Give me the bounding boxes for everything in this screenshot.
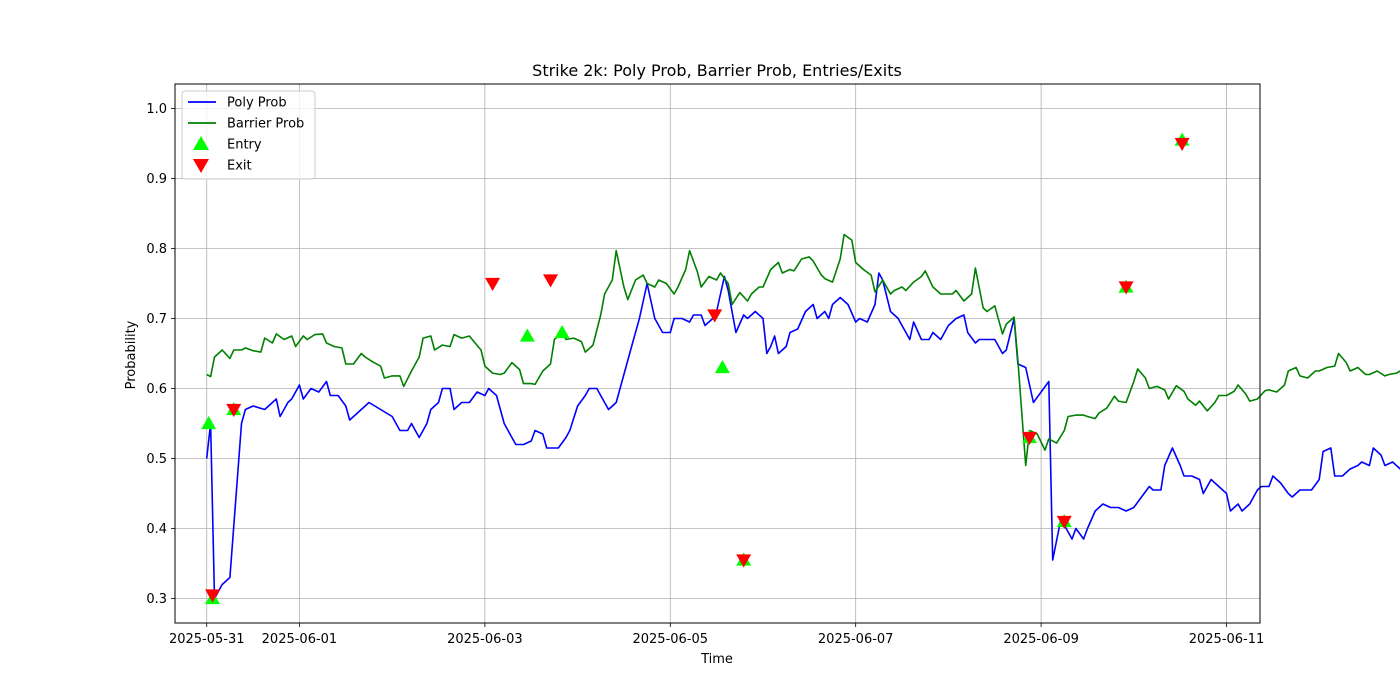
legend-exit-swatch (193, 159, 209, 173)
exit-marker (707, 309, 723, 323)
x-tick-label: 2025-05-31 (169, 632, 245, 647)
entry-marker (519, 328, 535, 342)
legend-exit-label: Exit (227, 159, 252, 174)
y-tick-label: 0.3 (146, 592, 167, 607)
x-tick-label: 2025-06-05 (632, 632, 708, 647)
legend: Poly Prob Barrier Prob Entry Exit (181, 90, 316, 180)
y-axis-label: Probability (124, 320, 139, 389)
x-tick-label: 2025-06-09 (1003, 632, 1079, 647)
entry-marker (201, 416, 217, 430)
chart-title: Strike 2k: Poly Prob, Barrier Prob, Entr… (532, 61, 902, 80)
exit-marker (736, 554, 752, 568)
legend-barrier-prob-label: Barrier Prob (227, 117, 304, 132)
x-axis-label: Time (700, 652, 733, 667)
exit-marker (205, 589, 221, 603)
poly-prob-line (205, 272, 1400, 600)
exit-marker (1174, 137, 1190, 151)
x-axis: 2025-05-31 2025-06-01 2025-06-03 2025-06-05… (169, 623, 1264, 647)
exit-marker (1056, 515, 1072, 529)
x-tick-label: 2025-06-01 (262, 632, 338, 647)
y-axis: 0.3 0.4 0.5 0.6 0.7 0.8 0.9 1.0 (146, 102, 175, 607)
y-tick-label: 0.6 (146, 382, 167, 397)
legend-box (181, 90, 316, 180)
barrier-prob-line (206, 233, 1400, 467)
legend-entry-swatch (193, 136, 209, 150)
x-tick-label: 2025-06-11 (1189, 632, 1265, 647)
plot-area-frame (174, 83, 1261, 624)
legend-poly-prob-label: Poly Prob (227, 96, 287, 111)
y-tick-label: 0.4 (146, 522, 167, 537)
exit-marker (543, 274, 559, 288)
grid-layer (175, 84, 1260, 623)
legend-entry-label: Entry (227, 138, 262, 153)
series-layer (205, 233, 1400, 600)
entry-marker (554, 325, 570, 339)
y-tick-label: 0.8 (146, 242, 167, 257)
exit-marker (1022, 431, 1038, 445)
y-tick-label: 1.0 (146, 102, 167, 117)
x-tick-label: 2025-06-03 (447, 632, 523, 647)
x-tick-label: 2025-06-07 (818, 632, 894, 647)
y-tick-label: 0.5 (146, 452, 167, 467)
y-tick-label: 0.9 (146, 172, 167, 187)
exit-marker (1118, 281, 1134, 295)
entry-marker (714, 360, 730, 374)
exit-marker (226, 403, 242, 417)
marker-layer (201, 132, 1190, 605)
exit-marker (485, 277, 501, 291)
y-tick-label: 0.7 (146, 312, 167, 327)
